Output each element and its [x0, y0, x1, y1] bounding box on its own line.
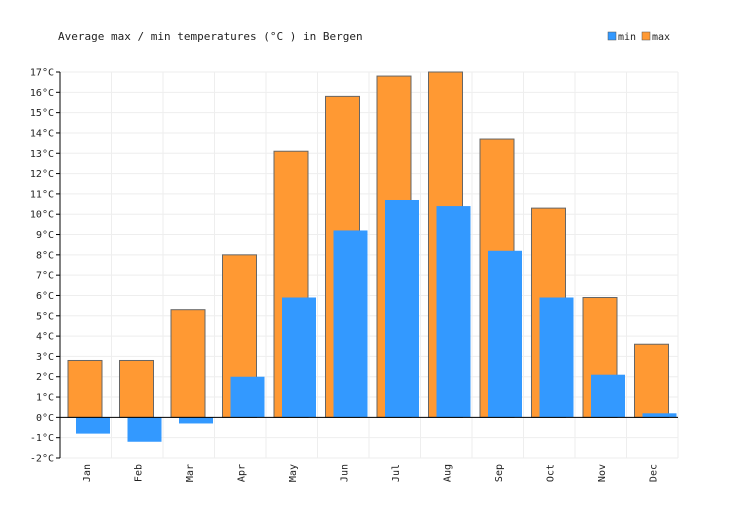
bar-min-may — [282, 297, 316, 418]
x-tick-label: Aug — [442, 464, 453, 482]
y-tick-label: 4°C — [36, 332, 54, 343]
x-tick-label: Dec — [648, 464, 659, 482]
y-tick-label: 2°C — [36, 372, 54, 383]
bar-max-jan — [67, 359, 103, 418]
legend-swatch-min — [607, 31, 617, 41]
bar-min-dec — [642, 413, 677, 418]
bar-min-apr — [230, 376, 265, 418]
bar-min-aug — [436, 206, 471, 418]
gridlines — [60, 71, 679, 459]
y-tick-label: 5°C — [36, 311, 54, 322]
legend-label-min: min — [618, 32, 636, 43]
bar-min-feb — [127, 417, 162, 442]
x-tick-label: Mar — [185, 464, 196, 482]
x-tick-label: May — [288, 464, 299, 482]
y-tick-label: -1°C — [30, 433, 54, 444]
x-tick-label: Apr — [236, 464, 247, 482]
bar-min-oct — [539, 297, 574, 418]
legend-swatch-max — [641, 31, 651, 41]
y-tick-label: 7°C — [36, 271, 54, 282]
y-tick-label: 9°C — [36, 230, 54, 241]
x-tick-label: Oct — [545, 464, 556, 482]
bar-max-mar — [170, 309, 206, 418]
x-tick-label: Feb — [133, 464, 144, 482]
legend-label-max: max — [652, 32, 670, 43]
x-tick-label: Sep — [494, 464, 505, 482]
y-tick-label: 8°C — [36, 250, 54, 261]
y-tick-label: 17°C — [30, 68, 54, 79]
bar-min-sep — [488, 250, 522, 418]
y-tick-label: 10°C — [30, 210, 54, 221]
bar-min-jun — [333, 230, 368, 418]
x-tick-label: Jan — [82, 464, 93, 482]
y-tick-label: 16°C — [30, 88, 54, 99]
x-tick-label: Jun — [339, 464, 350, 482]
y-tick-label: 1°C — [36, 393, 54, 404]
bar-max-feb — [119, 359, 154, 418]
axes — [56, 71, 678, 459]
min-series-bars — [76, 199, 677, 442]
bar-min-jan — [76, 417, 110, 434]
bar-min-mar — [179, 417, 213, 424]
chart-title: Average max / min temperatures (°C ) in … — [58, 30, 363, 43]
y-tick-label: 3°C — [36, 352, 54, 363]
bar-min-jul — [385, 199, 419, 418]
bar-min-nov — [591, 374, 625, 418]
y-tick-label: -2°C — [30, 454, 54, 465]
legend: min max — [607, 31, 670, 43]
y-tick-label: 15°C — [30, 108, 54, 119]
x-tick-label: Jul — [391, 464, 402, 482]
y-tick-label: 11°C — [30, 189, 54, 200]
y-tick-label: 13°C — [30, 149, 54, 160]
x-axis-tick-labels: Jan Feb Mar Apr May Jun Jul Aug Sep Oct Nov Dec — [82, 464, 660, 482]
y-tick-label: 6°C — [36, 291, 54, 302]
y-tick-label: 12°C — [30, 169, 54, 180]
bar-max-dec — [634, 343, 669, 418]
x-tick-label: Nov — [597, 464, 608, 482]
y-axis-tick-labels: -2°C -1°C 0°C 1°C 2°C 3°C 4°C 5°C 6°C 7°C 8°C 9°C 10… — [30, 68, 54, 465]
y-tick-label: 0°C — [36, 413, 54, 424]
max-series-bars — [67, 71, 669, 418]
y-tick-label: 14°C — [30, 128, 54, 139]
